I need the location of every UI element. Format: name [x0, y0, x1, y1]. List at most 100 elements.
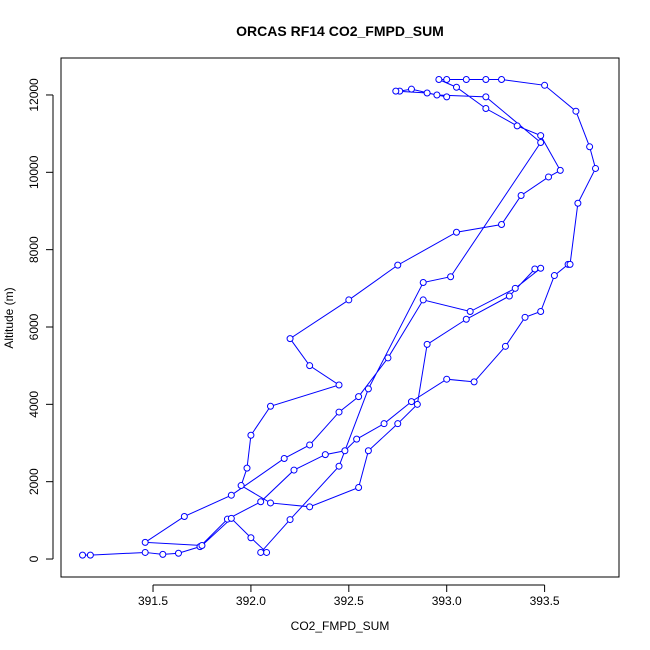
- data-point: [407, 85, 415, 93]
- data-point: [537, 139, 545, 147]
- data-point: [462, 76, 470, 84]
- data-point: [550, 272, 558, 280]
- data-point: [537, 132, 545, 140]
- data-point: [237, 482, 245, 490]
- data-point: [537, 308, 545, 316]
- x-tick-label: 393.0: [432, 594, 462, 608]
- data-point: [517, 192, 525, 200]
- x-tick-label: 393.5: [530, 594, 560, 608]
- data-point: [247, 431, 255, 439]
- data-point: [353, 435, 361, 443]
- data-point: [452, 83, 460, 91]
- data-point: [266, 402, 274, 410]
- data-point: [174, 549, 182, 557]
- data-point: [290, 466, 298, 474]
- data-point: [531, 265, 539, 273]
- data-point: [443, 93, 451, 101]
- x-tick-label: 392.0: [236, 594, 266, 608]
- data-point: [470, 378, 478, 386]
- data-point: [498, 76, 506, 84]
- plot-frame: [60, 57, 620, 578]
- data-point: [423, 89, 431, 97]
- chart-title: ORCAS RF14 CO2_FMPD_SUM: [236, 23, 444, 39]
- data-point: [482, 93, 490, 101]
- data-point: [592, 164, 600, 172]
- data-point: [306, 362, 314, 370]
- data-point: [482, 76, 490, 84]
- data-point: [247, 534, 255, 542]
- data-point: [227, 491, 235, 499]
- data-point: [286, 516, 294, 524]
- y-axis-label: Altitude (m): [2, 287, 16, 348]
- data-point: [513, 122, 521, 130]
- data-point: [355, 393, 363, 401]
- data-point: [321, 451, 329, 459]
- data-point: [306, 503, 314, 511]
- data-point: [380, 420, 388, 428]
- y-tick-label: 4000: [27, 391, 41, 418]
- data-point: [447, 273, 455, 281]
- y-tick-label: 8000: [27, 236, 41, 263]
- data-point: [556, 166, 564, 174]
- data-point: [413, 400, 421, 408]
- data-point: [521, 313, 529, 321]
- data-point: [141, 548, 149, 556]
- data-point: [180, 512, 188, 520]
- data-point: [355, 483, 363, 491]
- data-point: [364, 385, 372, 393]
- data-point: [86, 551, 94, 559]
- data-point: [335, 462, 343, 470]
- data-point: [263, 548, 271, 556]
- data-point: [227, 514, 235, 522]
- data-point: [545, 173, 553, 181]
- data-point: [141, 538, 149, 546]
- data-point: [443, 375, 451, 383]
- data-point: [452, 228, 460, 236]
- data-point: [286, 335, 294, 343]
- data-point: [419, 279, 427, 287]
- y-tick-label: 2000: [27, 468, 41, 495]
- y-tick-label: 6000: [27, 313, 41, 340]
- data-point: [541, 81, 549, 89]
- x-tick-label: 391.5: [138, 594, 168, 608]
- x-axis-label: CO2_FMPD_SUM: [291, 619, 390, 633]
- data-point: [335, 381, 343, 389]
- data-point: [511, 284, 519, 292]
- data-point: [392, 87, 400, 95]
- data-point: [159, 550, 167, 558]
- data-point: [198, 541, 206, 549]
- data-point: [482, 105, 490, 113]
- y-tick-label: 0: [27, 555, 41, 562]
- y-tick-label: 12000: [27, 78, 41, 112]
- data-point: [280, 454, 288, 462]
- data-point: [394, 261, 402, 269]
- data-point: [574, 199, 582, 207]
- data-point: [537, 264, 545, 272]
- data-point: [394, 420, 402, 428]
- data-point: [257, 548, 265, 556]
- data-point: [443, 76, 451, 84]
- data-point: [243, 464, 251, 472]
- data-point: [466, 308, 474, 316]
- data-point: [505, 292, 513, 300]
- data-point: [566, 260, 574, 268]
- x-tick-label: 392.5: [334, 594, 364, 608]
- data-point: [498, 221, 506, 229]
- data-point: [433, 91, 441, 99]
- data-point: [384, 354, 392, 362]
- data-line: [82, 79, 597, 556]
- data-point: [462, 315, 470, 323]
- data-point: [306, 441, 314, 449]
- data-point: [341, 447, 349, 455]
- data-point: [501, 342, 509, 350]
- data-point: [345, 296, 353, 304]
- data-point: [586, 143, 594, 151]
- data-point: [435, 76, 443, 84]
- data-point: [572, 107, 580, 115]
- data-point: [79, 551, 87, 559]
- data-point: [335, 408, 343, 416]
- data-point: [364, 447, 372, 455]
